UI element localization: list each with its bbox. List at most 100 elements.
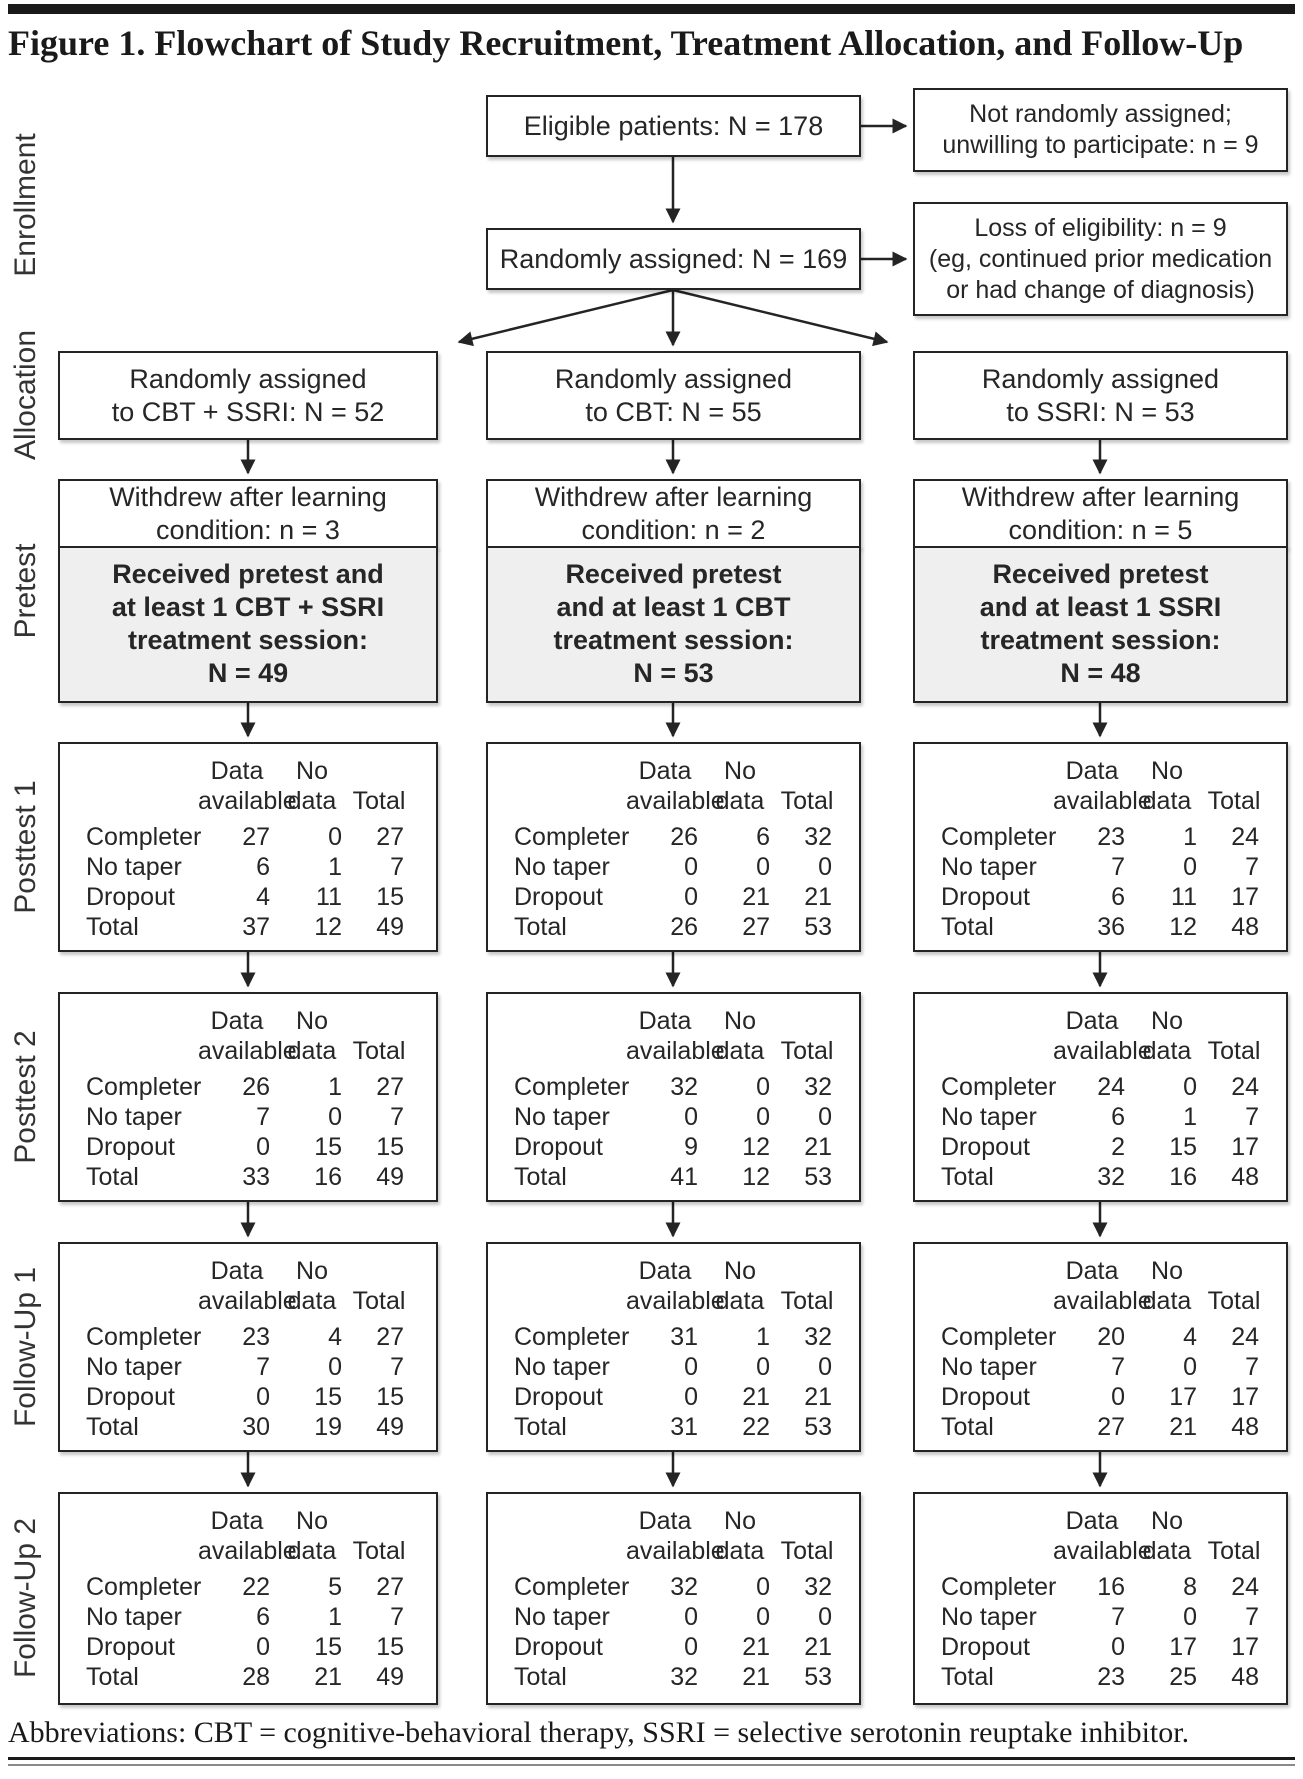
table-row: Completer 26 1 27 — [86, 1072, 436, 1102]
cell-value: 17 — [1169, 1633, 1197, 1661]
header-line: data — [715, 1537, 765, 1565]
header-line: Data — [638, 1257, 692, 1285]
header-data-available: Data available — [198, 1006, 297, 1066]
table-header-row: Data available No data Total — [514, 756, 859, 816]
row-label: Completer — [941, 1073, 1057, 1101]
header-line: available — [198, 787, 297, 815]
row-label: Total — [86, 1413, 139, 1441]
header-line: Total — [780, 1287, 834, 1315]
table-row: No taper 6 1 7 — [941, 1102, 1286, 1132]
cell-value: 21 — [742, 1633, 770, 1661]
cell-value: 27 — [742, 913, 770, 941]
text-line: or had change of diagnosis) — [946, 275, 1255, 304]
header-no-data: No data — [276, 1006, 348, 1066]
cell-value: 12 — [314, 913, 342, 941]
cell-value: 17 — [1231, 1133, 1259, 1161]
header-data-available: Data available — [198, 1256, 297, 1316]
withdrew-box-ssri: Withdrew after learning condition: n = 5 — [913, 479, 1288, 548]
followup2-table-ssri: Data available No data Total Completer 16 8 24 No… — [913, 1492, 1288, 1705]
table-row: No taper 7 0 7 — [86, 1352, 436, 1382]
cell-value: 5 — [328, 1573, 342, 1601]
header-line — [1203, 1256, 1265, 1286]
cell-value: 7 — [1111, 1603, 1125, 1631]
bottom-rule-dark — [8, 1757, 1295, 1760]
text-line: and at least 1 SSRI — [979, 592, 1222, 622]
table-header-row: Data available No data Total — [941, 756, 1286, 816]
table-header-spacer — [86, 1006, 198, 1066]
cell-value: 32 — [670, 1073, 698, 1101]
row-label: Dropout — [514, 1133, 603, 1161]
cell-value: 16 — [1169, 1163, 1197, 1191]
cell-value: 53 — [804, 913, 832, 941]
cell-value: 15 — [376, 1383, 404, 1411]
cell-value: 0 — [256, 1633, 270, 1661]
cell-value: 6 — [256, 853, 270, 881]
header-line: data — [1142, 1537, 1192, 1565]
table-row: Dropout 0 15 15 — [86, 1382, 436, 1412]
cell-value: 32 — [804, 823, 832, 851]
table-row: Dropout 0 21 21 — [514, 1382, 859, 1412]
header-line: available — [1053, 787, 1152, 815]
table-row: Total 33 16 49 — [86, 1162, 436, 1192]
header-line: No — [724, 1507, 756, 1535]
cell-value: 15 — [1169, 1133, 1197, 1161]
table-header-row: Data available No data Total — [941, 1006, 1286, 1066]
text-line: N = 49 — [207, 658, 289, 688]
stage-label-posttest1: Posttest 1 — [9, 780, 42, 914]
header-line — [1203, 1006, 1265, 1036]
cell-value: 21 — [742, 883, 770, 911]
row-label: Total — [941, 1413, 994, 1441]
table-header-spacer — [941, 756, 1053, 816]
cell-value: 6 — [1111, 1103, 1125, 1131]
cell-value: 11 — [1171, 883, 1197, 911]
cell-value: 8 — [1183, 1573, 1197, 1601]
table-row: Total 26 27 53 — [514, 912, 859, 942]
cell-value: 2 — [1111, 1133, 1125, 1161]
randomized-text: Randomly assigned: N = 169 — [499, 243, 848, 274]
cell-value: 0 — [684, 1603, 698, 1631]
header-line: Total — [352, 787, 406, 815]
stage-label-pretest: Pretest — [9, 543, 42, 639]
row-label: Completer — [514, 823, 630, 851]
abbreviations-note: Abbreviations: CBT = cognitive-behaviora… — [8, 1716, 1190, 1749]
cell-value: 4 — [256, 883, 270, 911]
row-label: Completer — [941, 823, 1057, 851]
arrow-split-left — [457, 288, 674, 347]
cell-value: 16 — [1097, 1573, 1125, 1601]
table-row: Dropout 0 15 15 — [86, 1132, 436, 1162]
cell-value: 1 — [1183, 1103, 1197, 1131]
table-row: Completer 32 0 32 — [514, 1572, 859, 1602]
cell-value: 7 — [390, 1353, 404, 1381]
table-row: No taper 7 0 7 — [86, 1102, 436, 1132]
header-line — [348, 756, 410, 786]
text-line: at least 1 CBT + SSRI — [111, 592, 385, 622]
header-line: Total — [352, 1037, 406, 1065]
header-line: Data — [210, 1257, 264, 1285]
table-row: Total 41 12 53 — [514, 1162, 859, 1192]
cell-value: 1 — [1183, 823, 1197, 851]
text-line: Not randomly assigned; — [969, 100, 1232, 128]
followup2-table-cbt-ssri: Data available No data Total Completer 22 5 27 No… — [58, 1492, 438, 1705]
cell-value: 53 — [804, 1663, 832, 1691]
cell-value: 37 — [242, 913, 270, 941]
table-header-row: Data available No data Total — [86, 1256, 436, 1316]
cell-value: 7 — [390, 1103, 404, 1131]
row-label: Total — [86, 913, 139, 941]
text-line: Randomly assigned — [554, 363, 793, 394]
cell-value: 41 — [670, 1163, 698, 1191]
header-line: available — [626, 1037, 725, 1065]
followup1-table-cbt: Data available No data Total Completer 31 1 32 No… — [486, 1242, 861, 1452]
header-line: data — [1142, 1287, 1192, 1315]
header-line — [348, 1506, 410, 1536]
cell-value: 31 — [670, 1323, 698, 1351]
cell-value: 21 — [804, 1383, 832, 1411]
cell-value: 49 — [376, 1413, 404, 1441]
header-line: available — [1053, 1537, 1152, 1565]
table-row: Completer 26 6 32 — [514, 822, 859, 852]
cell-value: 9 — [684, 1133, 698, 1161]
table-row: Dropout 2 15 17 — [941, 1132, 1286, 1162]
table-row: Dropout 0 15 15 — [86, 1632, 436, 1662]
posttest2-table-cbt-ssri: Data available No data Total Completer 26 1 27 No… — [58, 992, 438, 1202]
